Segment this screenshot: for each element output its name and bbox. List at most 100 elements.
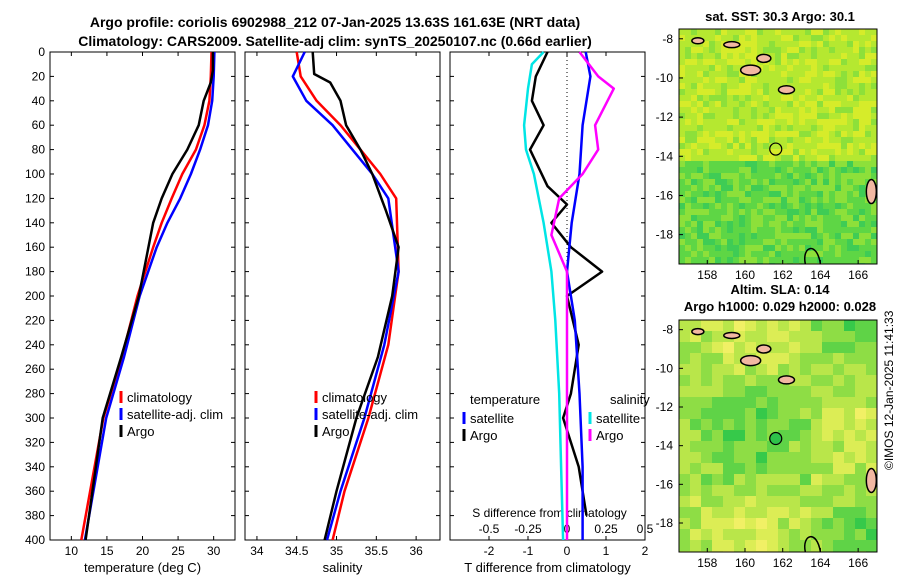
sla_map-cell [767,529,778,540]
sst_map-cell [817,89,823,95]
sla_map-cell [690,518,701,529]
sla_map-cell [833,441,844,452]
salinity-xtick-label: 35 [330,544,344,558]
sst_map-cell [685,65,691,71]
sla_map-cell [756,408,767,419]
sst_map-cell [733,209,739,215]
sst_map-cell [859,221,865,227]
sst_map-cell [679,233,685,239]
sst_map-cell [679,137,685,143]
sst_map-cell [775,53,781,59]
sst_map-cell [691,239,697,245]
sla_map-cell [701,507,712,518]
sst_map-cell [787,245,793,251]
sla_map-cell [822,540,833,551]
sst_map-cell [787,185,793,191]
sst_map-cell [733,149,739,155]
sst_map-cell [859,257,865,263]
sst_map-cell [739,71,745,77]
sst_map-cell [733,77,739,83]
sst_map-cell [739,119,745,125]
sst_map-cell [751,137,757,143]
sla_map-cell [712,430,723,441]
sla_map-cell [690,540,701,551]
sst_map-cell [871,245,877,251]
sla_map-cell [800,342,811,353]
sst_map-cell [841,251,847,257]
sst_map-cell [745,149,751,155]
sst_map-cell [835,179,841,185]
sst_map-cell [829,53,835,59]
sst_map-cell [853,245,859,251]
salinity-series-climatology [295,51,400,541]
sst_map-cell [787,59,793,65]
depth-tick-label: 280 [25,387,45,401]
sla_map-cell [811,386,822,397]
sst_map-cell [703,179,709,185]
sst_map-cell [721,95,727,101]
sst_map-cell [727,257,733,263]
sst_map-cell [799,215,805,221]
sst_map-cell [859,179,865,185]
sst_map-cell [823,191,829,197]
sla_map-cell [866,364,877,375]
sla_map-cell [822,441,833,452]
sst_map-cell [865,137,871,143]
sla_map-cell [734,540,745,551]
sst_map-cell [835,227,841,233]
sst_map-cell [781,173,787,179]
sla_map-cell [723,474,734,485]
sst_map-cell [847,65,853,71]
sst_map-cell [805,197,811,203]
sst_map-cell [745,227,751,233]
sst_map-cell [799,143,805,149]
sla_map-cell [800,441,811,452]
sst_map-cell [811,203,817,209]
sst_map-cell [733,131,739,137]
sla_map-argo-marker [769,431,783,446]
sst_map-cell [865,257,871,263]
sst_map-cell [865,203,871,209]
sst_map-cell [841,35,847,41]
sst_map-cell [685,107,691,113]
sla_map-cell [844,353,855,364]
salinity-legend-label: satellite-adj. clim [322,407,418,422]
salinity-xtick-label: 34.5 [285,544,309,558]
sst_map-cell [829,83,835,89]
salinity-diff-tick-label: 0.25 [594,522,618,536]
sla_map-cell [756,485,767,496]
sst_map-cell [871,29,877,35]
sst_map-cell [745,197,751,203]
sst_map-cell [751,41,757,47]
sst_map-cell [781,257,787,263]
sst_map-cell [871,233,877,239]
sst_map-cell [865,107,871,113]
sst_map-cell [697,203,703,209]
sst_map-cell [697,245,703,251]
sst_map-cell [769,113,775,119]
sla_map-cell [866,419,877,430]
sst_map-cell [829,95,835,101]
sst_map-cell [769,35,775,41]
sst_map-cell [679,83,685,89]
sst_map-cell [841,179,847,185]
sst_map-cell [733,143,739,149]
sst_map-cell [787,257,793,263]
sla_map-cell [767,518,778,529]
sst_map-cell [715,35,721,41]
sla_map-cell [734,430,745,441]
sst_map-island [865,178,878,205]
sla_map-cell [833,375,844,386]
salinity-xtick-label: 35.5 [365,544,389,558]
difference-axes-frame [449,51,646,541]
sla_map-cell [844,342,855,353]
sst_map-cell [859,83,865,89]
sst_map-cell [835,167,841,173]
sst_map-cell [715,209,721,215]
sst_map-cell [805,173,811,179]
sst_map-cell [817,149,823,155]
sst_map-cell [793,143,799,149]
sla_map-cell [800,386,811,397]
sst_map-cell [847,221,853,227]
